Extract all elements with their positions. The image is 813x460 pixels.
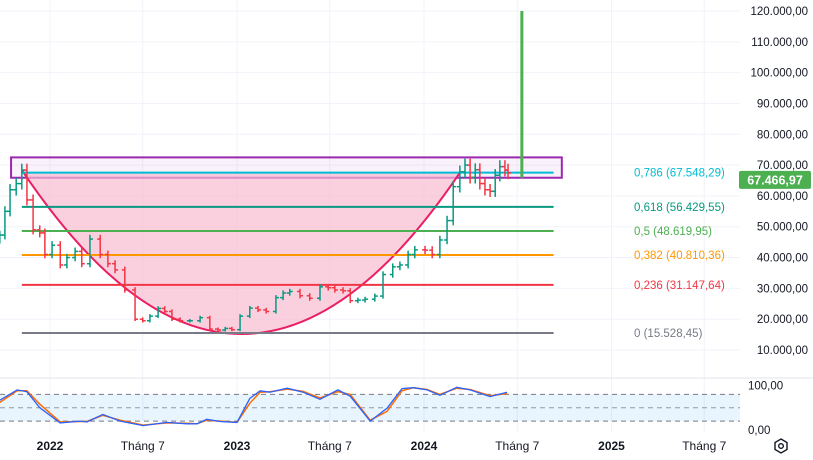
price-bar [487,184,494,197]
price-bar [72,247,79,262]
oscillator-k-line [0,386,508,427]
time-axis-label: Tháng 7 [121,439,165,453]
price-bar [340,287,347,294]
price-bar [255,305,262,313]
time-axis-label: Tháng 7 [495,439,539,453]
price-bar [396,261,403,271]
price-bar [63,253,70,269]
price-bar [121,266,128,293]
fib-level-label: 0,618 (56.429,55) [634,202,725,214]
price-axis-label: 120.000,00 [750,6,808,18]
price-axis-label: 100.000,00 [750,68,808,80]
price-bar [505,163,512,180]
price-bar [429,246,436,259]
price-bar [422,245,429,255]
price-bar [280,290,287,301]
time-axis-label: 2023 [224,439,251,453]
price-bar [354,297,361,304]
price-bar [297,288,304,299]
price-bar [263,307,270,314]
price-bar [23,163,30,206]
price-bar [0,230,3,244]
last-price-badge [739,170,811,189]
price-bar [481,177,488,196]
price-axis-label: 90.000,00 [757,98,808,110]
price-bar [13,177,20,196]
price-bar [325,284,332,291]
price-bar [186,318,193,323]
price-axis-label: 10.000,00 [757,345,808,357]
price-bar [362,296,369,303]
oscillator-axis-label: 0,00 [748,425,770,437]
price-bar [380,271,387,299]
price-bar [197,315,204,323]
price-bar [411,245,418,259]
oscillator-axis-label: 100,00 [748,381,783,393]
price-bar [97,234,104,259]
last-price-label: 67.466,97 [747,173,803,187]
price-axis-label: 110.000,00 [751,37,808,49]
price-axis-label: 60.000,00 [757,191,808,203]
fib-level-label: 0,382 (40.810,36) [634,250,725,262]
price-axis-label: 80.000,00 [757,129,808,141]
price-axis-label: 70.000,00 [757,160,808,172]
price-bar [246,305,253,319]
price-bar [316,284,323,301]
price-bar [206,315,213,331]
fib-level-label: 0,786 (67.548,29) [634,168,725,180]
fib-level-label: 0,5 (48.619,95) [634,226,712,238]
chart-settings-button[interactable] [772,437,790,455]
price-bar [222,326,229,332]
price-bar [146,314,153,323]
price-bar [331,284,338,293]
time-axis-label: Tháng 7 [682,439,726,453]
time-axis-label: 2025 [598,439,625,453]
time-axis-label: 2024 [411,439,438,453]
price-bar [306,293,313,301]
price-bar [215,327,222,332]
price-bar [30,194,37,235]
price-bar [57,241,64,269]
price-bar [41,228,48,259]
fib-level-label: 0,236 (31.147,64) [634,280,725,292]
price-bar [161,306,168,314]
price-bar [78,247,85,268]
price-bar [7,184,14,217]
price-bar [86,234,93,268]
price-bar [112,260,119,274]
time-axis-label: Tháng 7 [308,439,352,453]
price-bar [237,314,244,332]
cup-arc [20,169,461,335]
price-bar [1,206,8,240]
price-bar [132,287,139,322]
price-bar [104,250,111,268]
price-bar [155,306,162,319]
price-bar [177,317,184,323]
price-bar [389,263,396,278]
price-axis-label: 40.000,00 [757,253,808,265]
fib-level-label: 0 (15.528,45) [634,328,703,340]
price-bar [228,326,235,332]
price-bar [168,309,175,322]
price-bar [347,288,354,304]
time-axis-label: 2022 [37,439,64,453]
price-axis-label: 50.000,00 [757,222,808,234]
price-axis-label: 20.000,00 [757,314,808,326]
price-bar [436,235,443,259]
price-bar [444,215,451,245]
price-bar [371,293,378,302]
price-bar [49,241,56,259]
settings-hexagon-icon [774,438,788,454]
price-bar [272,295,279,314]
price-axis-label: 30.000,00 [757,283,808,295]
price-bar [139,317,146,323]
price-bar [450,180,457,226]
price-bar [405,250,412,269]
price-bar [286,288,293,296]
